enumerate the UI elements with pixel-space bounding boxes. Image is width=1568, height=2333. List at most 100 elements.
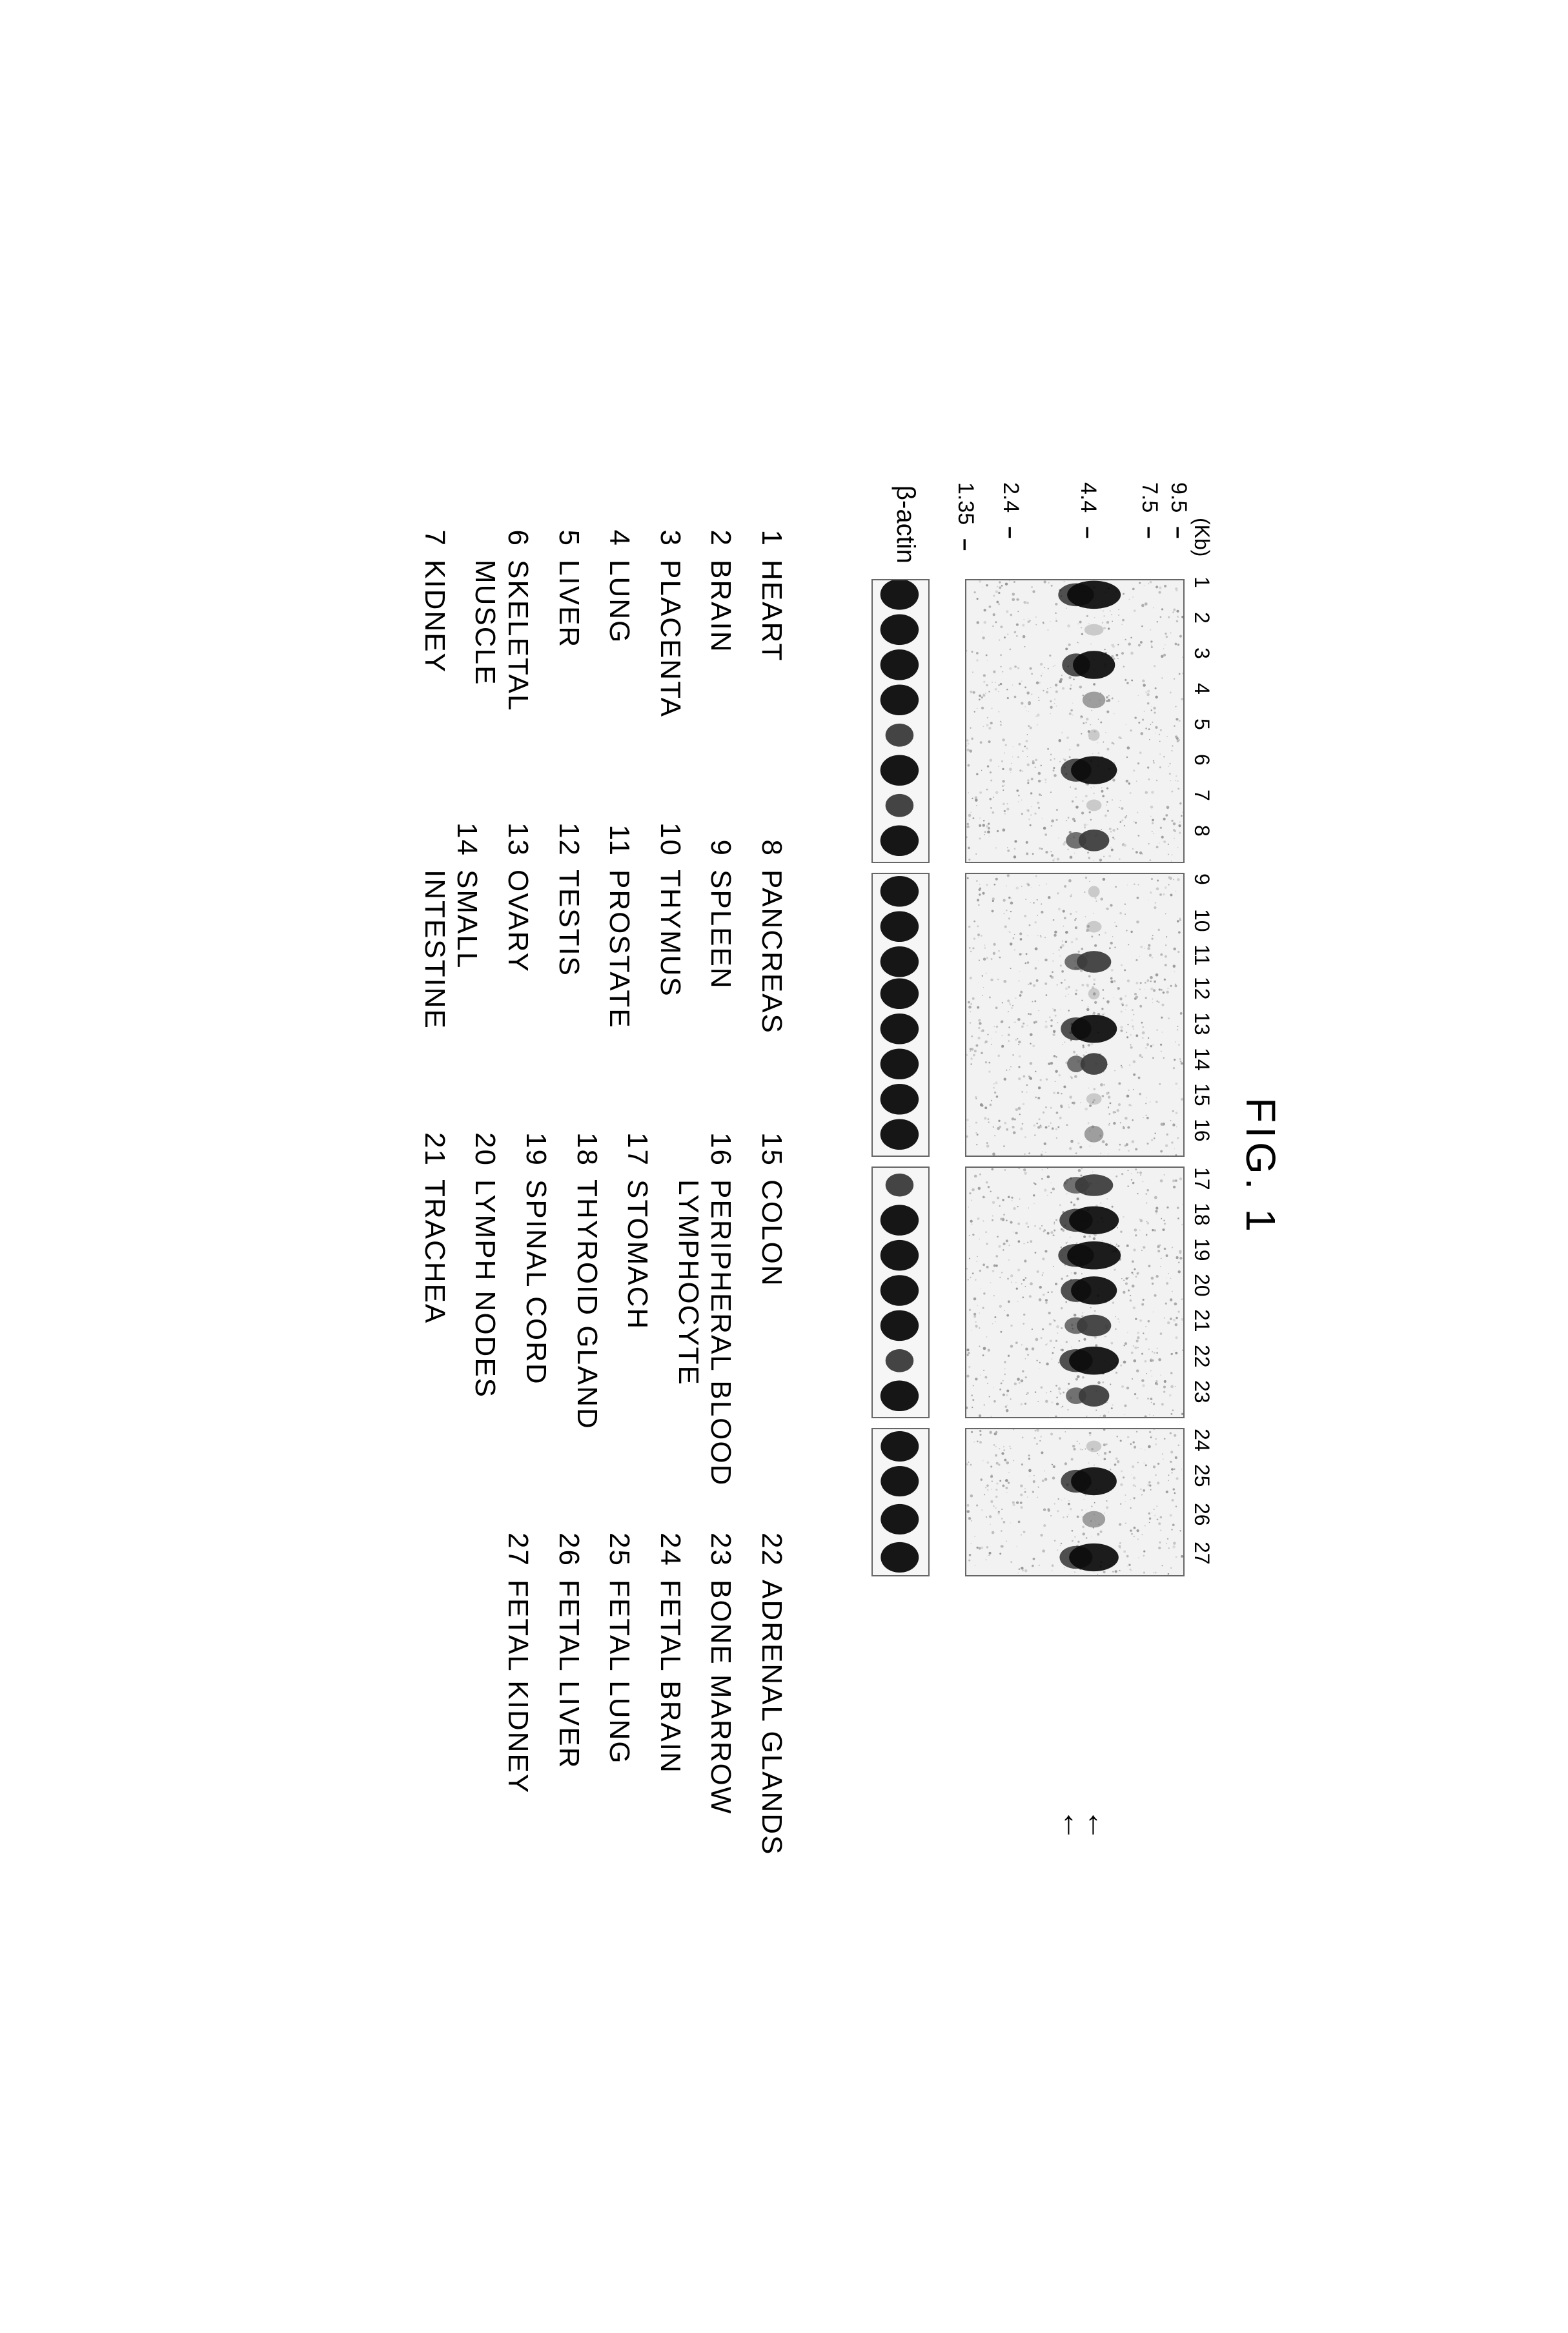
marker-tick-icon: – bbox=[953, 531, 978, 551]
legend-label: FETAL LIVER bbox=[552, 1580, 585, 1769]
legend-entry: 25 FETAL LUNG bbox=[602, 1522, 635, 1855]
legend-label: SPLEEN bbox=[704, 870, 737, 990]
legend-label: BONE MARROW bbox=[704, 1580, 737, 1815]
legend-entry: 6SKELETAL MUSCLE bbox=[468, 502, 533, 718]
legend-number: 23 bbox=[704, 1522, 737, 1567]
legend-label: OVARY bbox=[501, 870, 534, 973]
legend-label: LIVER bbox=[552, 560, 585, 648]
legend-number: 11 bbox=[603, 811, 635, 857]
legend-entry: 12TESTIS bbox=[552, 811, 585, 1034]
legend-label: LUNG bbox=[602, 560, 635, 644]
lane-number: 24 bbox=[1190, 1429, 1214, 1452]
legend-label: LYMPH NODES bbox=[468, 1179, 501, 1398]
legend-label: PERIPHERAL BLOOD LYMPHOCYTE bbox=[671, 1179, 737, 1486]
actin-panel bbox=[871, 579, 930, 863]
legend-entry: 20LYMPH NODES bbox=[468, 1121, 501, 1486]
legend-number: 22 bbox=[755, 1522, 788, 1567]
legend-entry: 15COLON bbox=[755, 1121, 788, 1486]
legend-number: 9 bbox=[704, 811, 737, 857]
legend-number: 15 bbox=[755, 1121, 788, 1166]
lane-number: 10 bbox=[1190, 909, 1214, 932]
legend-number: 19 bbox=[520, 1121, 552, 1166]
legend-number: 6 bbox=[502, 502, 534, 547]
legend-entry: 27 FETAL KIDNEY bbox=[501, 1522, 534, 1855]
lane-number: 1 bbox=[1190, 576, 1214, 588]
legend-entry: 8PANCREAS bbox=[755, 811, 788, 1034]
actin-panel bbox=[871, 1428, 930, 1576]
legend-number: 25 bbox=[603, 1522, 635, 1567]
legend-entry: 23 BONE MARROW bbox=[704, 1522, 737, 1855]
size-marker: 4.4– bbox=[1075, 482, 1101, 538]
marker-value: 7.5 bbox=[1137, 482, 1162, 513]
legend-column: 1HEART2BRAIN3PLACENTA4LUNG5LIVER6SKELETA… bbox=[400, 502, 788, 718]
size-marker: 1.35 – bbox=[953, 482, 978, 551]
legend-number: 24 bbox=[653, 1522, 686, 1567]
lane-number: 14 bbox=[1190, 1048, 1214, 1071]
legend-entry: 24FETAL BRAIN bbox=[653, 1522, 686, 1855]
legend-number: 17 bbox=[621, 1121, 653, 1166]
legend-number: 5 bbox=[552, 502, 584, 547]
band-arrows: ← ← bbox=[1062, 1809, 1110, 1841]
legend-number: 3 bbox=[653, 502, 686, 547]
legend-entry: 9 SPLEEN bbox=[704, 811, 737, 1034]
legend-number: 27 bbox=[502, 1522, 534, 1567]
lane-number: 3 bbox=[1190, 647, 1214, 659]
legend-number: 21 bbox=[418, 1121, 450, 1166]
lane-number: 19 bbox=[1190, 1238, 1214, 1261]
size-marker: 2.4– bbox=[998, 482, 1023, 538]
actin-panel bbox=[871, 873, 930, 1157]
beta-actin-label: β-actin bbox=[891, 485, 920, 564]
marker-tick-icon: – bbox=[1166, 519, 1191, 538]
legend-label: KIDNEY bbox=[418, 560, 451, 673]
kb-axis-label: (Kb) bbox=[1190, 518, 1214, 556]
lane-number: 7 bbox=[1190, 790, 1214, 801]
figure-title: FIG. 1 bbox=[1237, 1097, 1285, 1236]
legend-entry: 26FETAL LIVER bbox=[552, 1522, 585, 1855]
legend-entry: 10THYMUS bbox=[653, 811, 686, 1034]
legend-number: 16 bbox=[704, 1121, 737, 1166]
lane-number: 4 bbox=[1190, 683, 1214, 695]
legend-entry: 1 HEART bbox=[755, 502, 788, 718]
marker-tick-icon: – bbox=[1137, 519, 1162, 538]
marker-value: 1.35 bbox=[953, 482, 978, 525]
lane-number: 21 bbox=[1190, 1309, 1214, 1332]
legend-number: 18 bbox=[570, 1121, 602, 1166]
legend-number: 8 bbox=[755, 811, 788, 857]
legend-label: TESTIS bbox=[552, 870, 585, 977]
marker-value: 9.5 bbox=[1166, 482, 1191, 513]
lane-number: 27 bbox=[1190, 1542, 1214, 1565]
blot-panel bbox=[965, 1166, 1185, 1418]
legend-column: 8PANCREAS 9 SPLEEN 10THYMUS 11 PROSTATE 12TEST… bbox=[400, 811, 788, 1034]
legend-entry: 22ADRENAL GLANDS bbox=[755, 1522, 788, 1855]
marker-value: 2.4 bbox=[999, 482, 1023, 513]
lane-number: 17 bbox=[1190, 1167, 1214, 1190]
blot-panel bbox=[965, 1428, 1185, 1576]
lane-number: 6 bbox=[1190, 754, 1214, 766]
legend-entry: 16 PERIPHERAL BLOOD LYMPHOCYTE bbox=[671, 1121, 737, 1486]
legend-number: 7 bbox=[418, 502, 450, 547]
lane-number: 8 bbox=[1190, 825, 1214, 837]
legend-entry: 2BRAIN bbox=[704, 502, 737, 718]
legend-label: PROSTATE bbox=[602, 870, 635, 1029]
blot-panel bbox=[965, 873, 1185, 1157]
lane-number: 2 bbox=[1190, 612, 1214, 624]
legend-number: 14 bbox=[451, 811, 483, 857]
legend-label: HEART bbox=[755, 560, 788, 662]
legend-label: FETAL KIDNEY bbox=[501, 1580, 534, 1794]
size-marker: 7.5 – bbox=[1137, 482, 1162, 538]
lane-number: 12 bbox=[1190, 977, 1214, 1000]
legend-entry: 3 PLACENTA bbox=[653, 502, 686, 718]
legend-entry: 21TRACHEA bbox=[418, 1121, 451, 1486]
arrow-lower-icon: ← bbox=[1062, 1809, 1086, 1841]
figure-container: FIG. 1 (Kb) 9.5–7.5–4.4–2.4–1.35– 123456… bbox=[284, 456, 1285, 1877]
legend-label: FETAL LUNG bbox=[602, 1580, 635, 1765]
legend-entry: 13OVARY bbox=[501, 811, 534, 1034]
lane-number: 11 bbox=[1190, 944, 1214, 966]
legend-label: PLACENTA bbox=[653, 560, 686, 718]
marker-value: 4.4 bbox=[1076, 482, 1101, 513]
lane-number: 22 bbox=[1190, 1345, 1214, 1368]
legend-number: 10 bbox=[653, 811, 686, 857]
legend-entry: 18THYROID GLAND bbox=[570, 1121, 603, 1486]
legend-number: 1 bbox=[755, 502, 788, 547]
blot-panel bbox=[965, 579, 1185, 863]
